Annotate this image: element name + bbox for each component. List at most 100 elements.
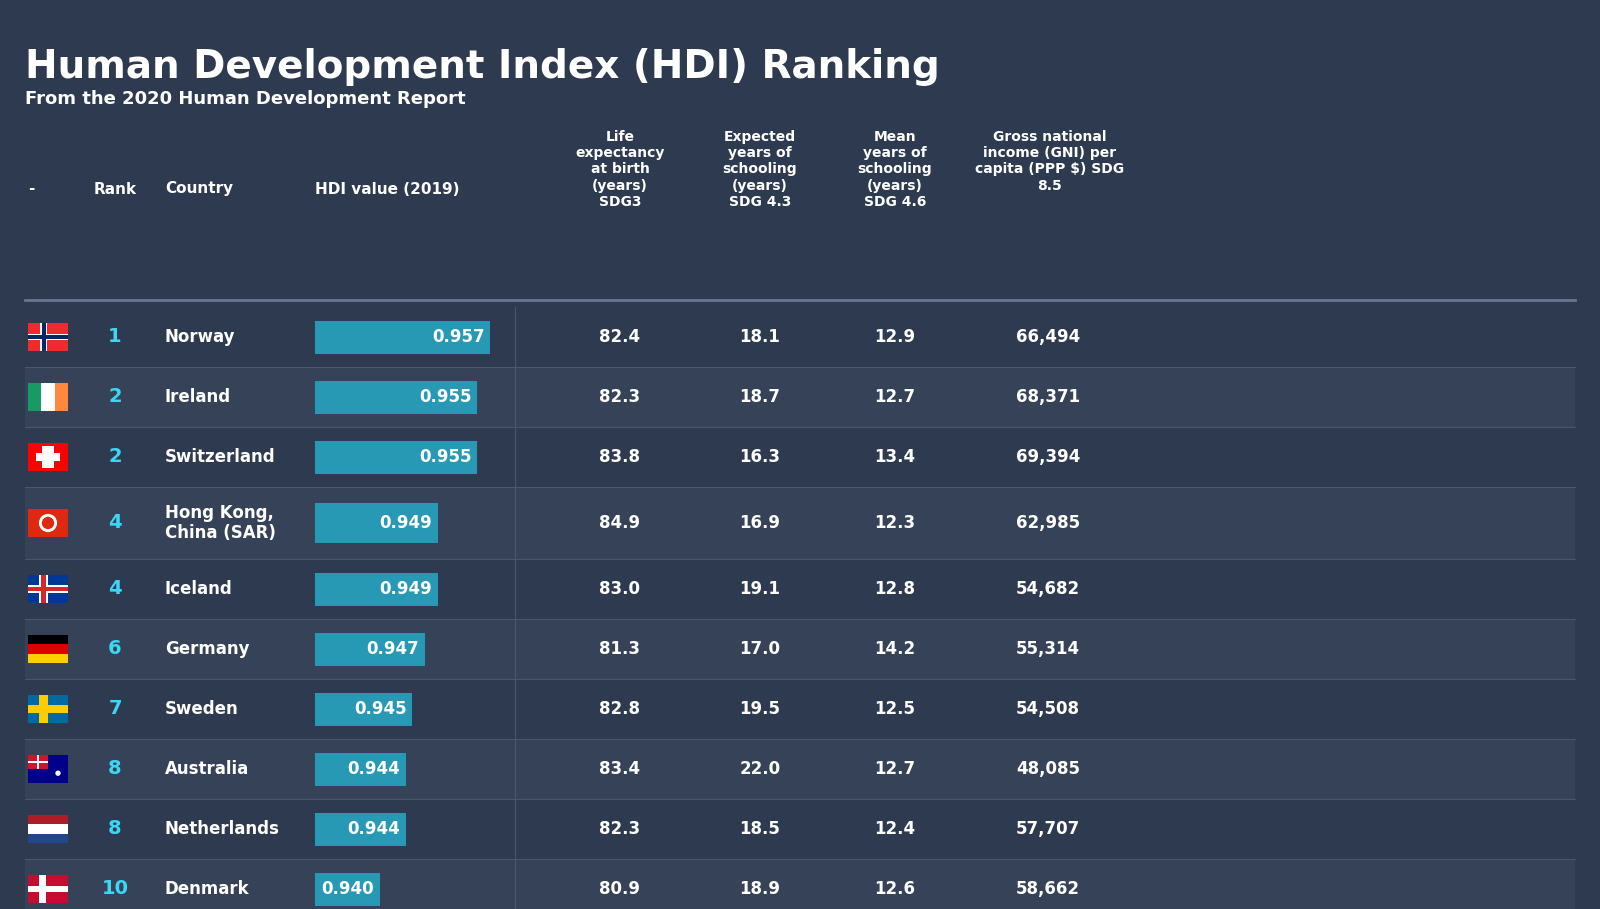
Text: 0.949: 0.949 — [379, 580, 432, 598]
Bar — [29, 335, 67, 340]
Text: HDI value (2019): HDI value (2019) — [315, 182, 459, 196]
Bar — [29, 875, 67, 903]
Text: 57,707: 57,707 — [1016, 820, 1080, 838]
Text: 8: 8 — [109, 820, 122, 838]
Text: Mean
years of
schooling
(years)
SDG 4.6: Mean years of schooling (years) SDG 4.6 — [858, 130, 933, 209]
Text: 54,508: 54,508 — [1016, 700, 1080, 718]
Text: Gross national
income (GNI) per
capita (PPP $) SDG
8.5: Gross national income (GNI) per capita (… — [976, 130, 1125, 193]
Bar — [37, 755, 38, 769]
Circle shape — [56, 771, 59, 775]
Text: 12.3: 12.3 — [875, 514, 915, 532]
Bar — [42, 383, 54, 411]
Text: 62,985: 62,985 — [1016, 514, 1080, 532]
Text: 12.7: 12.7 — [875, 388, 915, 406]
Bar — [315, 873, 379, 905]
Text: 12.7: 12.7 — [875, 760, 915, 778]
Bar — [26, 307, 1574, 367]
Text: 82.4: 82.4 — [600, 328, 640, 346]
Text: 19.5: 19.5 — [739, 700, 781, 718]
Text: Denmark: Denmark — [165, 880, 250, 898]
Text: Sweden: Sweden — [165, 700, 238, 718]
Bar — [29, 644, 67, 654]
Text: 19.1: 19.1 — [739, 580, 781, 598]
Bar — [42, 323, 45, 351]
Bar — [29, 509, 67, 537]
Bar — [315, 441, 477, 474]
Text: 0.944: 0.944 — [347, 820, 400, 838]
Text: 12.6: 12.6 — [875, 880, 915, 898]
Bar — [26, 487, 1574, 559]
Text: 66,494: 66,494 — [1016, 328, 1080, 346]
Bar — [315, 753, 406, 785]
Text: 68,371: 68,371 — [1016, 388, 1080, 406]
Text: 58,662: 58,662 — [1016, 880, 1080, 898]
Bar — [315, 693, 413, 725]
Bar — [315, 381, 477, 414]
Bar — [29, 654, 67, 663]
Bar — [26, 739, 1574, 799]
Bar — [315, 573, 438, 605]
Bar — [315, 504, 438, 543]
Text: 54,682: 54,682 — [1016, 580, 1080, 598]
Text: Rank: Rank — [93, 182, 136, 196]
Text: 0.957: 0.957 — [432, 328, 485, 346]
Bar — [315, 633, 426, 665]
Text: 2: 2 — [109, 387, 122, 406]
Bar — [29, 575, 67, 603]
Text: From the 2020 Human Development Report: From the 2020 Human Development Report — [26, 90, 466, 108]
Text: Iceland: Iceland — [165, 580, 232, 598]
Text: 2: 2 — [109, 447, 122, 466]
Bar — [42, 445, 54, 468]
Bar — [29, 885, 67, 893]
Bar — [42, 575, 45, 603]
Text: 81.3: 81.3 — [600, 640, 640, 658]
Text: 18.7: 18.7 — [739, 388, 781, 406]
Text: 55,314: 55,314 — [1016, 640, 1080, 658]
Text: 48,085: 48,085 — [1016, 760, 1080, 778]
Text: Australia: Australia — [165, 760, 250, 778]
Text: 12.8: 12.8 — [875, 580, 915, 598]
Text: 0.955: 0.955 — [419, 448, 472, 466]
Bar — [29, 755, 67, 783]
Bar — [26, 859, 1574, 909]
Text: 83.4: 83.4 — [600, 760, 640, 778]
Bar — [35, 453, 61, 461]
Text: 12.4: 12.4 — [875, 820, 915, 838]
Text: Country: Country — [165, 182, 234, 196]
Bar — [29, 635, 67, 644]
Bar — [29, 824, 67, 834]
Bar — [29, 323, 67, 351]
Bar — [26, 679, 1574, 739]
Text: 84.9: 84.9 — [600, 514, 640, 532]
Text: 83.0: 83.0 — [600, 580, 640, 598]
Bar — [29, 761, 48, 763]
Text: Human Development Index (HDI) Ranking: Human Development Index (HDI) Ranking — [26, 48, 939, 86]
Bar — [29, 335, 67, 339]
Text: Germany: Germany — [165, 640, 250, 658]
Text: -: - — [29, 182, 34, 196]
Text: 18.1: 18.1 — [739, 328, 781, 346]
Bar — [29, 585, 67, 593]
Text: 82.3: 82.3 — [600, 388, 640, 406]
Text: 0.949: 0.949 — [379, 514, 432, 532]
Bar — [40, 323, 48, 351]
Text: 0.945: 0.945 — [354, 700, 406, 718]
Text: 0.940: 0.940 — [322, 880, 374, 898]
Bar — [54, 383, 67, 411]
Text: Netherlands: Netherlands — [165, 820, 280, 838]
Text: 80.9: 80.9 — [600, 880, 640, 898]
Bar — [26, 799, 1574, 859]
Text: 82.8: 82.8 — [600, 700, 640, 718]
Text: Expected
years of
schooling
(years)
SDG 4.3: Expected years of schooling (years) SDG … — [723, 130, 797, 209]
Text: 18.5: 18.5 — [739, 820, 781, 838]
Text: Ireland: Ireland — [165, 388, 230, 406]
Bar — [29, 815, 67, 824]
Bar — [38, 575, 48, 603]
Circle shape — [40, 514, 56, 532]
Text: Hong Kong,
China (SAR): Hong Kong, China (SAR) — [165, 504, 275, 543]
Text: 0.947: 0.947 — [366, 640, 419, 658]
Text: 6: 6 — [109, 640, 122, 658]
Bar — [29, 705, 67, 713]
Bar — [26, 367, 1574, 427]
Text: 7: 7 — [109, 700, 122, 718]
